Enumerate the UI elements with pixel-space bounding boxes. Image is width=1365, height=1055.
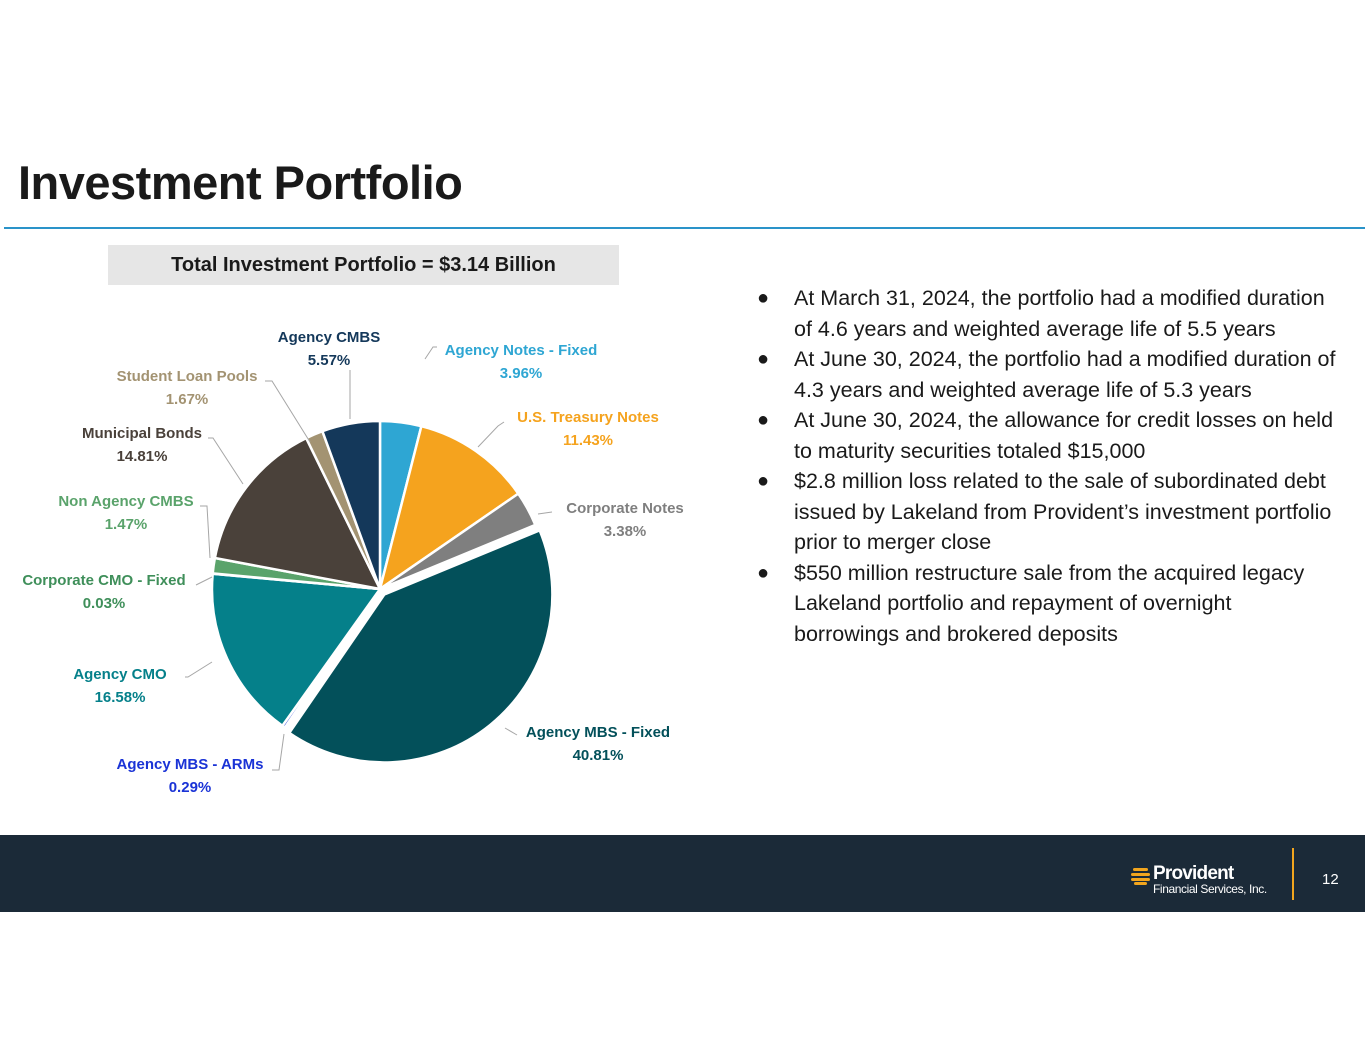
leader-line (208, 437, 244, 485)
logo-subtitle: Financial Services, Inc. (1153, 882, 1267, 896)
slice-label: U.S. Treasury Notes (517, 409, 659, 426)
slice-value-label: 16.58% (95, 689, 146, 706)
portfolio-pie-chart: Agency Notes - Fixed 3.96% U.S. Treasury N… (22, 329, 684, 796)
slice-value-label: 40.81% (573, 747, 624, 764)
slice-value-label: 0.03% (83, 595, 126, 612)
leader-line (477, 421, 505, 448)
leader-line (200, 505, 211, 559)
leader-line (537, 511, 553, 515)
bullet-text: At June 30, 2024, the allowance for cred… (794, 408, 1334, 463)
slice-value-label: 14.81% (117, 448, 168, 465)
slice-label: Corporate Notes (566, 500, 684, 517)
slice-label: Agency MBS - ARMs (117, 756, 264, 773)
leader-line (504, 727, 518, 736)
leader-line (195, 576, 213, 586)
bullet-item: ● At March 31, 2024, the portfolio had a … (756, 283, 1336, 344)
bullet-item: ● At June 30, 2024, the allowance for cre… (756, 405, 1336, 466)
portfolio-notes-list: ● At March 31, 2024, the portfolio had a … (756, 283, 1336, 649)
logo-name: Provident (1153, 863, 1234, 884)
slice-value-label: 3.38% (604, 523, 647, 540)
page-title: Investment Portfolio (18, 156, 463, 209)
total-portfolio-banner: Total Investment Portfolio = $3.14 Billi… (108, 245, 619, 285)
slice-value-label: 5.57% (308, 352, 351, 369)
slice-value-label: 1.67% (166, 391, 209, 408)
slice-value-label: 11.43% (563, 432, 613, 449)
leader-line (185, 661, 213, 678)
slice-label: Municipal Bonds (82, 425, 202, 442)
bullet-icon: ● (757, 409, 770, 431)
title-divider (4, 227, 1365, 229)
slice-label: Agency Notes - Fixed (445, 342, 598, 359)
bullet-icon: ● (757, 561, 770, 584)
bullet-text: $2.8 million loss related to the sale of… (794, 469, 1332, 554)
pie-slice-agency-mbs-fixed (287, 528, 554, 764)
slice-value-label: 3.96% (500, 365, 543, 382)
leader-line (272, 733, 285, 771)
bullet-text: $550 million restructure sale from the a… (794, 560, 1305, 646)
pie-slice-agency-cmo (210, 572, 383, 728)
slice-value-label: 1.47% (105, 516, 148, 533)
bullet-item: ● At June 30, 2024, the portfolio had a m… (756, 344, 1336, 405)
provident-logo-icon (1131, 868, 1150, 885)
bullet-text: At June 30, 2024, the portfolio had a mo… (794, 347, 1336, 402)
slice-label: Student Loan Pools (117, 368, 258, 385)
pie-slice-agency-cmbs (320, 419, 382, 590)
pie-slice-corporate-notes (379, 491, 537, 591)
slice-label: Agency CMO (73, 666, 167, 683)
bullet-text: At March 31, 2024, the portfolio had a m… (794, 286, 1325, 341)
slice-label: Agency CMBS (278, 329, 381, 346)
page-number: 12 (1322, 871, 1339, 888)
slice-label: Corporate CMO - Fixed (22, 572, 185, 589)
bullet-icon: ● (757, 348, 770, 370)
leader-line (265, 380, 311, 443)
slice-label: Agency MBS - Fixed (526, 724, 670, 741)
bullet-item: ● $550 million restructure sale from the … (756, 558, 1336, 650)
slice-value-label: 0.29% (169, 779, 212, 796)
bullet-icon: ● (757, 287, 770, 309)
pie-slice-u-s-treasury-notes (377, 424, 521, 592)
pie-slice-municipal-bonds (213, 436, 383, 591)
bullet-item: ● $2.8 million loss related to the sale o… (756, 466, 1336, 558)
slice-label: Non Agency CMBS (58, 493, 193, 510)
leader-line (424, 346, 437, 360)
footer-divider (1292, 848, 1294, 900)
bullet-icon: ● (757, 470, 770, 492)
